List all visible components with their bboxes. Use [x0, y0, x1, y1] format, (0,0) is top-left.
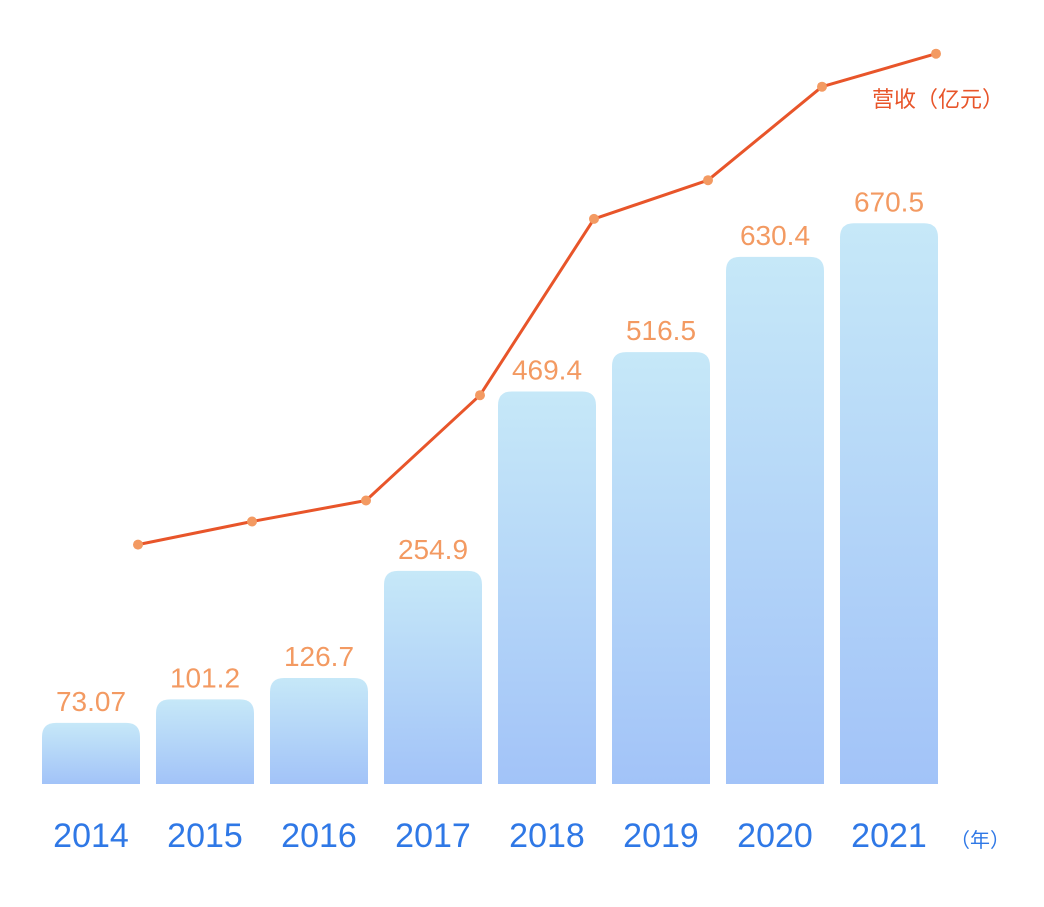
bar-2021 — [840, 223, 938, 785]
line-point-2020 — [817, 81, 827, 92]
year-labels-layer: 2014 2015 2016 2017 2018 2019 2020 2021 — [53, 817, 927, 855]
year-label-2019: 2019 — [623, 817, 699, 855]
value-label-2015: 101.2 — [170, 662, 240, 693]
line-point-2017 — [475, 390, 485, 401]
value-labels-layer: 73.07 101.2 126.7 254.9 469.4 516.5 630.4 670.5 — [56, 186, 924, 717]
bar-2019 — [612, 352, 710, 784]
value-label-2019: 516.5 — [626, 315, 696, 346]
line-point-2016 — [361, 495, 371, 506]
bars-layer — [42, 223, 938, 785]
revenue-line — [136, 52, 938, 547]
markers-layer — [133, 48, 941, 550]
value-label-2014: 73.07 — [56, 686, 126, 717]
line-point-2018 — [589, 213, 599, 224]
line-layer — [136, 52, 938, 547]
value-label-2017: 254.9 — [398, 534, 468, 565]
value-label-2021: 670.5 — [854, 186, 924, 217]
year-label-2016: 2016 — [281, 817, 357, 855]
year-label-2015: 2015 — [167, 817, 243, 855]
year-label-2021: 2021 — [851, 817, 927, 855]
value-label-2016: 126.7 — [284, 641, 354, 672]
bar-2014 — [42, 722, 140, 784]
year-label-2020: 2020 — [737, 817, 813, 855]
value-label-2020: 630.4 — [740, 220, 810, 251]
year-label-2018: 2018 — [509, 817, 585, 855]
bar-2018 — [498, 391, 596, 784]
line-point-2019 — [703, 175, 713, 186]
x-axis-unit-label: （年） — [950, 828, 1010, 852]
line-point-2021 — [931, 48, 941, 59]
bar-2016 — [270, 678, 368, 784]
year-label-2017: 2017 — [395, 817, 471, 855]
bar-2020 — [726, 256, 824, 785]
bar-2017 — [384, 570, 482, 784]
line-point-2014 — [133, 539, 143, 550]
series-label: 营收（亿元） — [872, 88, 1004, 113]
bar-2015 — [156, 699, 254, 784]
value-label-2018: 469.4 — [512, 354, 582, 385]
year-label-2014: 2014 — [53, 817, 129, 855]
line-point-2015 — [247, 516, 257, 527]
